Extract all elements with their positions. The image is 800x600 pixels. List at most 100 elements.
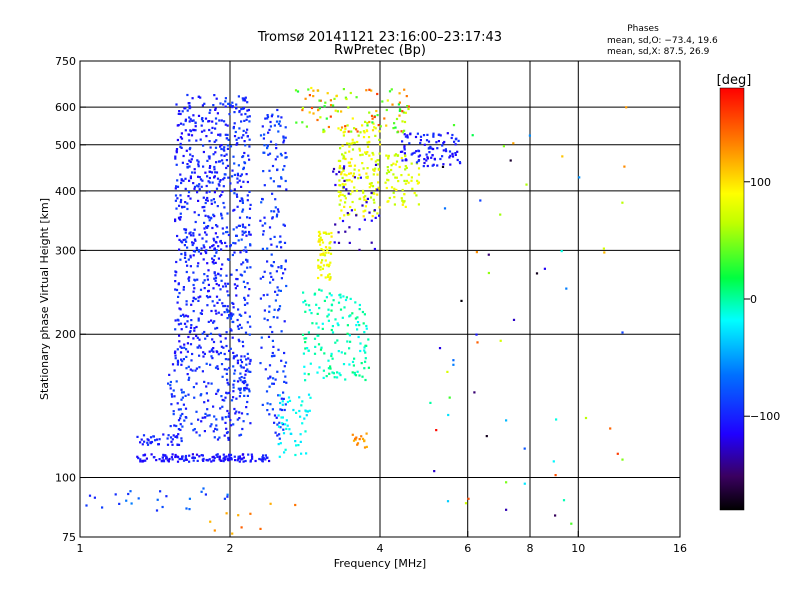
data-point <box>404 158 408 161</box>
data-point <box>182 358 185 361</box>
data-point <box>441 144 444 147</box>
data-point <box>338 164 342 168</box>
data-point <box>277 443 280 446</box>
data-point <box>211 300 214 303</box>
data-point <box>396 154 399 157</box>
data-point <box>197 418 200 421</box>
data-point <box>325 117 328 120</box>
data-point <box>247 370 250 373</box>
data-point <box>321 327 324 330</box>
data-point <box>285 419 288 422</box>
data-point <box>196 265 199 268</box>
data-point <box>464 502 468 505</box>
data-point <box>348 142 351 145</box>
data-point <box>219 179 222 182</box>
data-point <box>325 232 328 235</box>
data-point <box>196 459 199 462</box>
data-point <box>451 155 455 158</box>
data-point <box>192 242 195 245</box>
data-point <box>355 128 358 131</box>
data-point <box>246 387 249 390</box>
data-point <box>238 417 241 420</box>
data-point <box>139 458 142 461</box>
data-point <box>208 190 211 193</box>
data-point <box>266 409 269 412</box>
data-point <box>344 151 347 154</box>
data-point <box>368 186 371 189</box>
data-point <box>368 211 371 214</box>
data-point <box>363 439 366 442</box>
data-point <box>180 198 183 202</box>
data-point <box>214 146 218 149</box>
data-point <box>339 147 342 150</box>
data-point <box>270 243 273 246</box>
data-point <box>279 289 282 292</box>
data-point <box>233 135 237 138</box>
data-point <box>552 460 555 463</box>
data-point <box>213 239 216 242</box>
data-point <box>220 147 223 151</box>
data-point <box>199 138 202 141</box>
data-point <box>215 187 219 190</box>
x-tick-label: 10 <box>571 542 585 555</box>
data-point <box>209 109 212 112</box>
data-point <box>398 108 402 111</box>
data-point <box>432 147 435 151</box>
data-point <box>276 286 279 289</box>
data-point <box>210 348 214 351</box>
data-point <box>361 153 364 156</box>
data-point <box>355 96 358 99</box>
data-point <box>213 201 216 204</box>
data-point <box>170 440 173 443</box>
data-point <box>343 205 346 208</box>
data-point <box>232 351 235 354</box>
data-point <box>282 136 285 139</box>
data-point <box>340 110 343 113</box>
data-point <box>243 303 247 306</box>
data-point <box>318 288 321 291</box>
data-point <box>268 305 271 308</box>
data-point <box>562 499 566 502</box>
data-point <box>216 453 219 456</box>
data-point <box>236 142 239 145</box>
data-point <box>353 186 356 189</box>
data-point <box>398 101 401 104</box>
data-point <box>392 173 395 176</box>
data-point <box>279 426 282 429</box>
data-point <box>361 310 364 314</box>
data-point <box>245 358 248 361</box>
data-point <box>189 231 192 234</box>
data-point <box>223 146 226 149</box>
data-point <box>201 309 204 312</box>
data-point <box>401 188 404 192</box>
data-point <box>238 110 241 113</box>
data-point <box>239 457 242 460</box>
data-point <box>208 458 211 461</box>
data-point <box>404 165 407 168</box>
data-point <box>179 423 182 426</box>
data-point <box>235 269 238 272</box>
data-point <box>259 458 262 461</box>
data-point <box>214 309 217 312</box>
data-point <box>327 265 330 268</box>
data-point <box>233 173 236 176</box>
data-point <box>398 165 401 169</box>
data-point <box>324 259 327 262</box>
data-point <box>350 180 353 183</box>
data-point <box>316 312 319 315</box>
data-point <box>401 150 404 153</box>
data-point <box>271 330 274 334</box>
data-point <box>285 284 288 288</box>
data-point <box>224 282 227 285</box>
data-point <box>355 324 358 327</box>
data-point <box>181 396 184 399</box>
data-point <box>435 141 438 144</box>
data-point <box>341 153 344 156</box>
data-point <box>330 294 333 297</box>
data-point <box>395 160 399 163</box>
data-point <box>313 292 317 295</box>
data-point <box>192 459 195 462</box>
data-point <box>219 288 222 291</box>
data-point <box>205 184 208 188</box>
data-point <box>125 499 128 502</box>
